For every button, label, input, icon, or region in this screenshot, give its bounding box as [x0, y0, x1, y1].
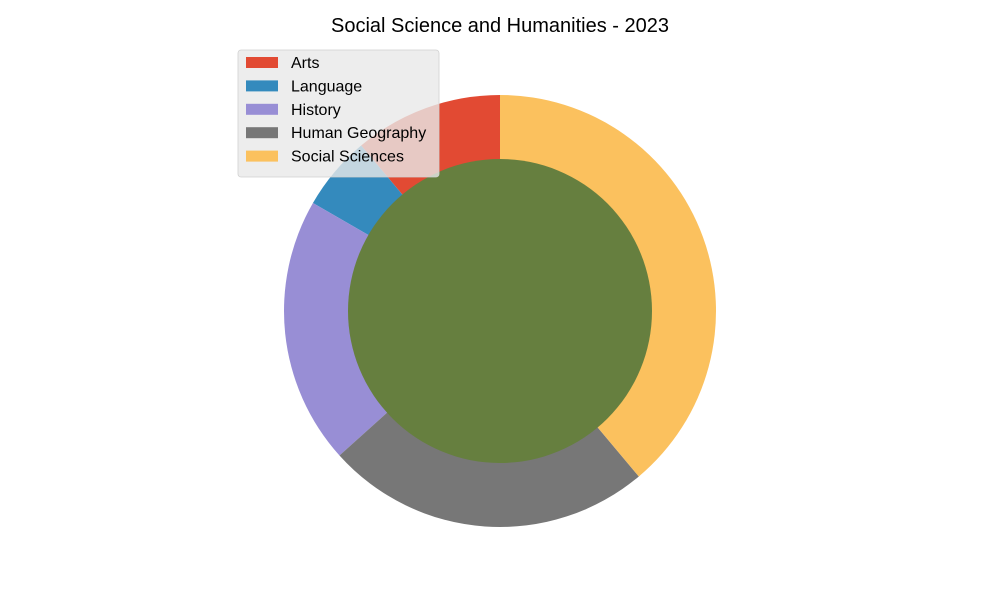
legend-swatch-history: [246, 103, 278, 115]
legend-label-language: Language: [291, 78, 362, 95]
legend-label-social-sciences: Social Sciences: [291, 149, 404, 166]
legend-swatch-language: [246, 80, 278, 92]
donut-center: [348, 159, 652, 463]
legend-swatch-human-geography: [246, 127, 278, 139]
legend-label-arts: Arts: [291, 55, 319, 72]
legend-box: [237, 49, 440, 178]
legend-label-human-geography: Human Geography: [291, 125, 426, 142]
legend-swatch-arts: [246, 57, 278, 68]
legend-swatch-social-sciences: [246, 150, 278, 162]
chart-title: Social Science and Humanities - 2023: [331, 15, 669, 37]
legend: Arts Language History Human Geography Social…: [237, 49, 440, 178]
legend-label-history: History: [291, 102, 341, 119]
